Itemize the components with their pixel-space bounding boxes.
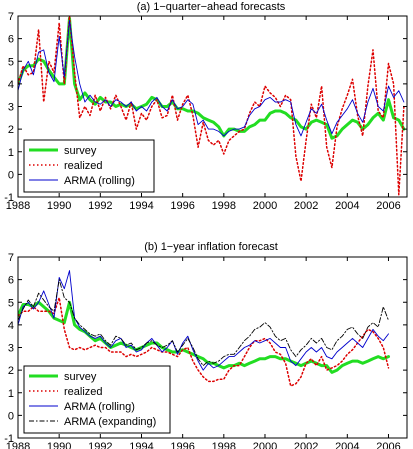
chart-a-xtick-label: 2002	[294, 200, 318, 212]
chart-a-xtick-label: 1990	[47, 200, 71, 212]
chart-b-series-realized	[18, 296, 390, 387]
chart-a-ytick-label: 2	[8, 124, 14, 136]
chart-a-ytick-label: 7	[8, 11, 14, 23]
chart-a-ytick-label: 3	[8, 102, 14, 114]
chart-b-legend-label-arma-expanding: ARMA (expanding)	[64, 416, 156, 428]
chart-a-ytick-label: 6	[8, 34, 14, 46]
chart-a-legend: survey realized ARMA (rolling)	[23, 139, 155, 193]
chart-a-legend-label-realized: realized	[64, 160, 103, 172]
chart-b-series-arma-rolling	[18, 270, 389, 371]
chart-b-legend-label-realized: realized	[64, 386, 103, 398]
chart-b-xtick-label: 1998	[212, 441, 236, 449]
chart-a-xtick-label: 1988	[6, 200, 30, 212]
chart-a-series-survey	[18, 16, 406, 140]
chart-a-xtick-label: 1992	[88, 200, 112, 212]
chart-a-ytick-label: 5	[8, 56, 14, 68]
chart-a-xtick-label: 1998	[212, 200, 236, 212]
chart-b-ytick-label: 3	[8, 343, 14, 355]
chart-b-ytick-label: 5	[8, 297, 14, 309]
chart-a-xtick-label: 2006	[376, 200, 400, 212]
chart-a-xtick-label: 2000	[253, 200, 277, 212]
chart-a-legend-label-arma-rolling: ARMA (rolling)	[64, 175, 135, 187]
chart-b-xtick-label: 2002	[294, 441, 318, 449]
chart-a-series-realized	[18, 16, 405, 196]
chart-b-xtick-label: 1994	[129, 441, 153, 449]
chart-b-series-survey	[18, 300, 390, 374]
chart-b-series-arma-expanding	[18, 279, 389, 367]
chart-b-xtick-label: 1996	[170, 441, 194, 449]
chart-a-plot: 1988 1990 1992 1994 1996 1998 2000 2002 2004 2006…	[4, 11, 408, 212]
chart-a-xtick-label: 1996	[170, 200, 194, 212]
chart-b-legend: survey realized ARMA (rolling) ARMA (expand…	[23, 365, 171, 434]
chart-b-title: (b) 1−year inflation forecast	[144, 241, 278, 253]
chart-a-legend-label-survey: survey	[64, 145, 97, 157]
chart-a-xtick-label: 1994	[129, 200, 153, 212]
chart-b-xtick-label: 2004	[335, 441, 359, 449]
chart-b-xtick-label: 1992	[88, 441, 112, 449]
chart-b-ytick-label: 2	[8, 365, 14, 377]
chart-a-series-arma-rolling	[18, 20, 405, 137]
chart-b-ytick-label: 6	[8, 275, 14, 287]
chart-b-ytick-label: 4	[8, 320, 14, 332]
chart-b-xtick-label: 2000	[253, 441, 277, 449]
chart-b-ytick-label: 1	[8, 388, 14, 400]
chart-a-xtick-label: 2004	[335, 200, 359, 212]
chart-b-xtick-label: 2006	[376, 441, 400, 449]
chart-a-ytick-label: -1	[4, 192, 14, 204]
chart-b-ytick-label: 7	[8, 252, 14, 264]
chart-b-ytick-label: 0	[8, 410, 14, 422]
chart-a-ytick-label: 4	[8, 79, 14, 91]
chart-a-title: (a) 1−quarter−ahead forecasts	[137, 1, 286, 13]
chart-a-ytick-label: 0	[8, 169, 14, 181]
chart-a-ytick-label: 1	[8, 147, 14, 159]
chart-b-xtick-label: 1990	[47, 441, 71, 449]
chart-b-legend-label-arma-rolling: ARMA (rolling)	[64, 401, 135, 413]
chart-b-legend-label-survey: survey	[64, 371, 97, 383]
chart-b-plot: 1988 1990 1992 1994 1996 1998 2000 2002 2004 2006…	[4, 252, 408, 449]
chart-b-ytick-label: -1	[4, 433, 14, 445]
chart-b-xtick-label: 1988	[6, 441, 30, 449]
